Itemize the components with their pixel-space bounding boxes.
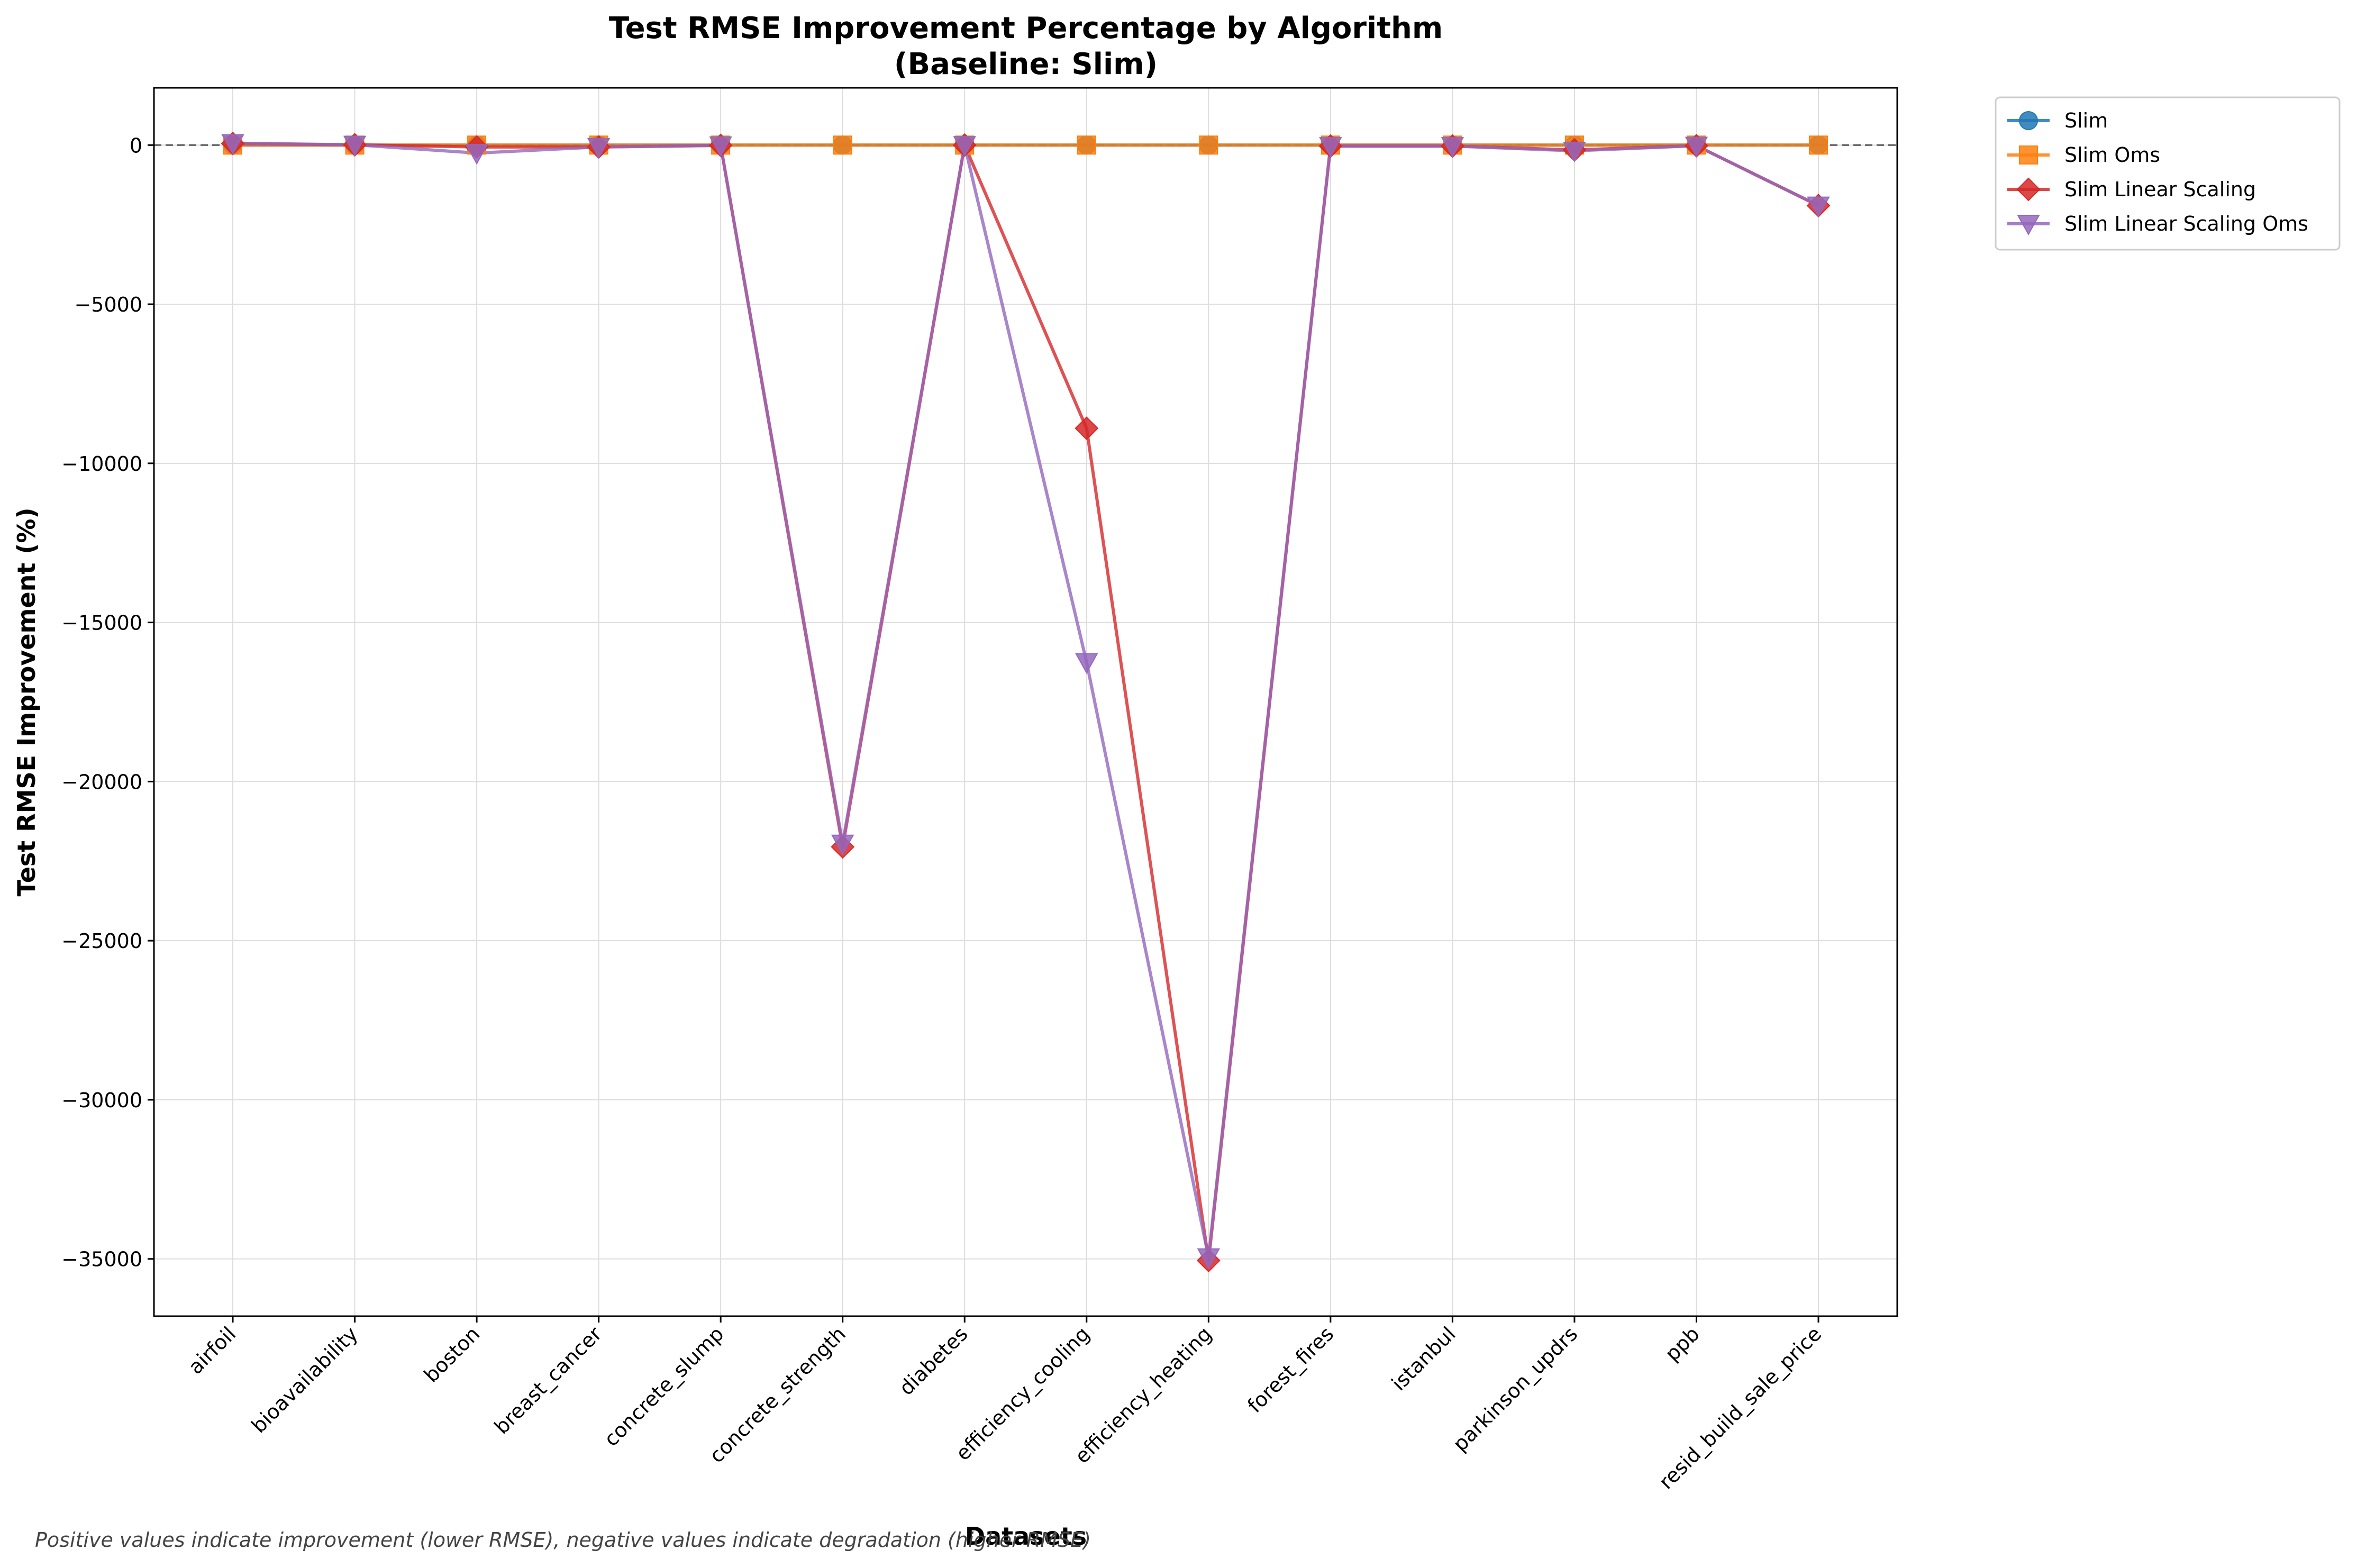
legend: Slim Slim Oms Slim Linear Scaling Slim Line… — [1995, 96, 2341, 251]
legend-label-slim-oms: Slim Oms — [2064, 143, 2160, 167]
y-tick-label: −25000 — [61, 929, 142, 953]
y-tick-label: −30000 — [61, 1089, 142, 1112]
y-axis: 0 −5000 −10000 −15000 −20000 −25000 −30000 −350… — [61, 134, 154, 1271]
series-line-slim-linear-scaling-oms — [232, 141, 1819, 1259]
legend-marker-slim-linear-scaling-oms — [2017, 215, 2040, 236]
data-point-slim-oms — [1809, 135, 1828, 155]
data-point-slim-linear-scaling-oms — [1075, 653, 1098, 674]
data-point-slim-linear-scaling-oms — [1807, 196, 1830, 217]
data-point-slim-oms — [1077, 135, 1096, 155]
series-lines — [232, 141, 1819, 1262]
legend-marker-slim — [2019, 111, 2038, 130]
data-point-slim-linear-scaling-oms — [465, 144, 488, 165]
legend-marker-slim-oms — [2019, 145, 2038, 165]
data-point-slim-linear-scaling-oms — [1685, 136, 1708, 158]
y-tick-label: −15000 — [61, 612, 142, 635]
y-tick-label: 0 — [130, 134, 142, 157]
y-tick-label: −10000 — [61, 452, 142, 476]
data-point-slim-linear-scaling-oms — [953, 136, 976, 157]
data-point-slim-linear-scaling-oms — [1563, 142, 1586, 163]
data-point-slim-linear-scaling-oms — [343, 135, 367, 157]
data-point-slim-linear-scaling-oms — [709, 136, 732, 157]
legend-label-slim-linear-scaling-oms: Slim Linear Scaling Oms — [2064, 212, 2308, 235]
plot-area-frame — [153, 87, 1898, 1317]
chart-subtitle: (Baseline: Slim) — [894, 47, 1158, 81]
data-point-slim-linear-scaling-oms — [1441, 137, 1464, 158]
y-tick-label: −5000 — [74, 293, 142, 316]
y-tick-label: −20000 — [61, 770, 142, 794]
y-tick-label: −35000 — [61, 1248, 142, 1271]
footnote: Positive values indicate improvement (lo… — [35, 1528, 1091, 1552]
legend-label-slim: Slim — [2064, 109, 2108, 132]
legend-label-slim-linear-scaling: Slim Linear Scaling — [2064, 178, 2256, 201]
data-point-slim-linear-scaling — [1075, 416, 1099, 441]
data-point-slim-linear-scaling-oms — [221, 134, 244, 155]
data-point-slim-linear-scaling-oms — [831, 834, 854, 855]
legend-marker-slim-linear-scaling — [2016, 177, 2041, 202]
data-point-slim-linear-scaling-oms — [1319, 137, 1342, 158]
data-point-slim-oms — [833, 135, 852, 155]
x-axis-label: Datasets — [965, 1522, 1087, 1551]
data-point-slim-linear-scaling-oms — [1197, 1248, 1221, 1269]
data-point-slim-oms — [1199, 135, 1218, 155]
legend-frame — [1995, 96, 2341, 251]
grid — [154, 88, 1897, 1316]
y-axis-label: Test RMSE Improvement (%) — [12, 507, 41, 896]
chart-title: Test RMSE Improvement Percentage by Algo… — [609, 11, 1443, 45]
data-point-slim-linear-scaling-oms — [587, 138, 611, 159]
series-markers — [221, 131, 1831, 1273]
